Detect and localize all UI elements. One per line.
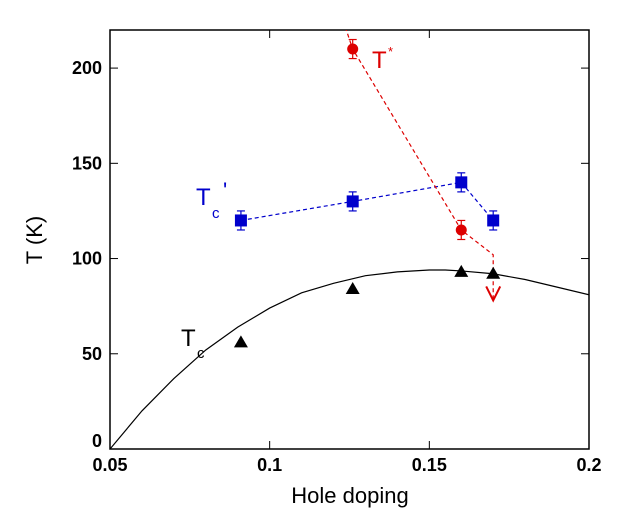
y-axis-label: T (K): [22, 216, 47, 264]
tc-point: [454, 264, 469, 277]
tc-prime-line: [240, 181, 494, 222]
t-star-point: [455, 224, 467, 236]
series-layer: [110, 30, 589, 449]
t-star-line: [345, 30, 494, 301]
tc-prime-point: [234, 214, 247, 227]
x-axis-label: Hole doping: [291, 483, 408, 508]
t-star-label-superscript: *: [388, 44, 393, 59]
y-tick-label: 0: [92, 431, 102, 451]
y-tick-label: 200: [72, 58, 102, 78]
tc-prime-label-prime: ': [223, 178, 227, 203]
tc-label-subscript: c: [197, 345, 205, 362]
y-tick-label: 150: [72, 153, 102, 173]
axis-ticks: 0.05 0.1 0.15 0.2 0 50 100 150 200: [72, 30, 602, 475]
tc-point: [233, 335, 248, 348]
x-tick-label: 0.2: [576, 455, 601, 475]
tc-point: [486, 266, 501, 279]
tc-fit-curve: [110, 269, 589, 449]
t-star-point: [347, 43, 359, 55]
x-tick-label: 0.1: [257, 455, 282, 475]
tc-label: T: [181, 325, 196, 352]
y-tick-label: 100: [72, 249, 102, 269]
x-tick-label: 0.15: [412, 455, 447, 475]
t-star-arrow-head: [485, 285, 502, 303]
x-tick-label: 0.05: [92, 455, 127, 475]
plot-area-border: [109, 29, 590, 450]
tc-prime-point: [455, 176, 468, 189]
y-tick-label: 50: [82, 344, 102, 364]
tc-prime-point: [487, 214, 500, 227]
tc-prime-label: T: [196, 184, 211, 211]
t-star-label: T: [372, 47, 387, 74]
tc-point: [345, 282, 360, 295]
tc-prime-point: [346, 195, 359, 208]
tc-prime-label-subscript: c: [212, 205, 220, 222]
plot-frame: [109, 29, 590, 450]
